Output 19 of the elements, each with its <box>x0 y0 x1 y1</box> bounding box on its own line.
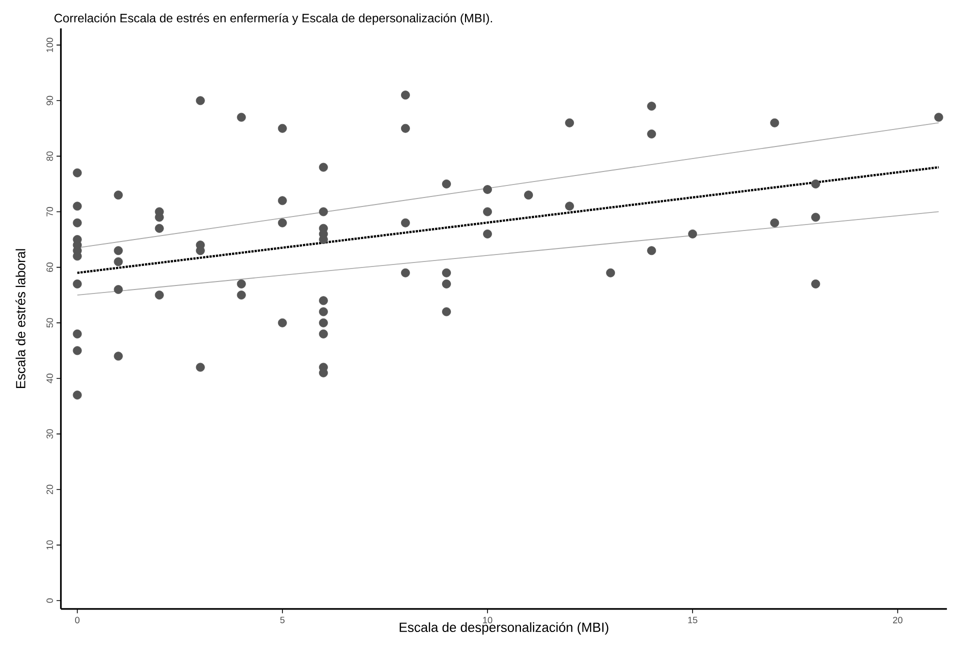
x-tick-label: 15 <box>688 616 698 624</box>
x-tick-label: 20 <box>893 616 902 624</box>
x-tick-label: 0 <box>75 616 80 624</box>
y-tick-label: 0 <box>46 598 53 603</box>
y-tick-label: 50 <box>46 318 53 328</box>
y-tick-label: 60 <box>46 262 53 272</box>
x-axis-title: Escala de despersonalización (MBI) <box>400 622 608 635</box>
y-axis-title: Escala de estrés laboral <box>16 249 26 388</box>
y-tick-label: 90 <box>46 96 53 106</box>
y-tick-label: 40 <box>46 374 53 384</box>
chart-title: Correlación Escala de estrés en enfermería y Escala de depersonalización (MBI). <box>54 13 492 25</box>
y-tick-label: 100 <box>46 38 53 52</box>
y-tick-label: 10 <box>46 540 53 550</box>
y-tick-label: 80 <box>46 152 53 161</box>
x-tick-label: 10 <box>483 616 492 624</box>
y-tick-label: 30 <box>46 429 53 439</box>
y-tick-label: 20 <box>46 484 53 494</box>
x-tick-label: 5 <box>280 616 285 624</box>
y-tick-label: 70 <box>46 207 53 216</box>
